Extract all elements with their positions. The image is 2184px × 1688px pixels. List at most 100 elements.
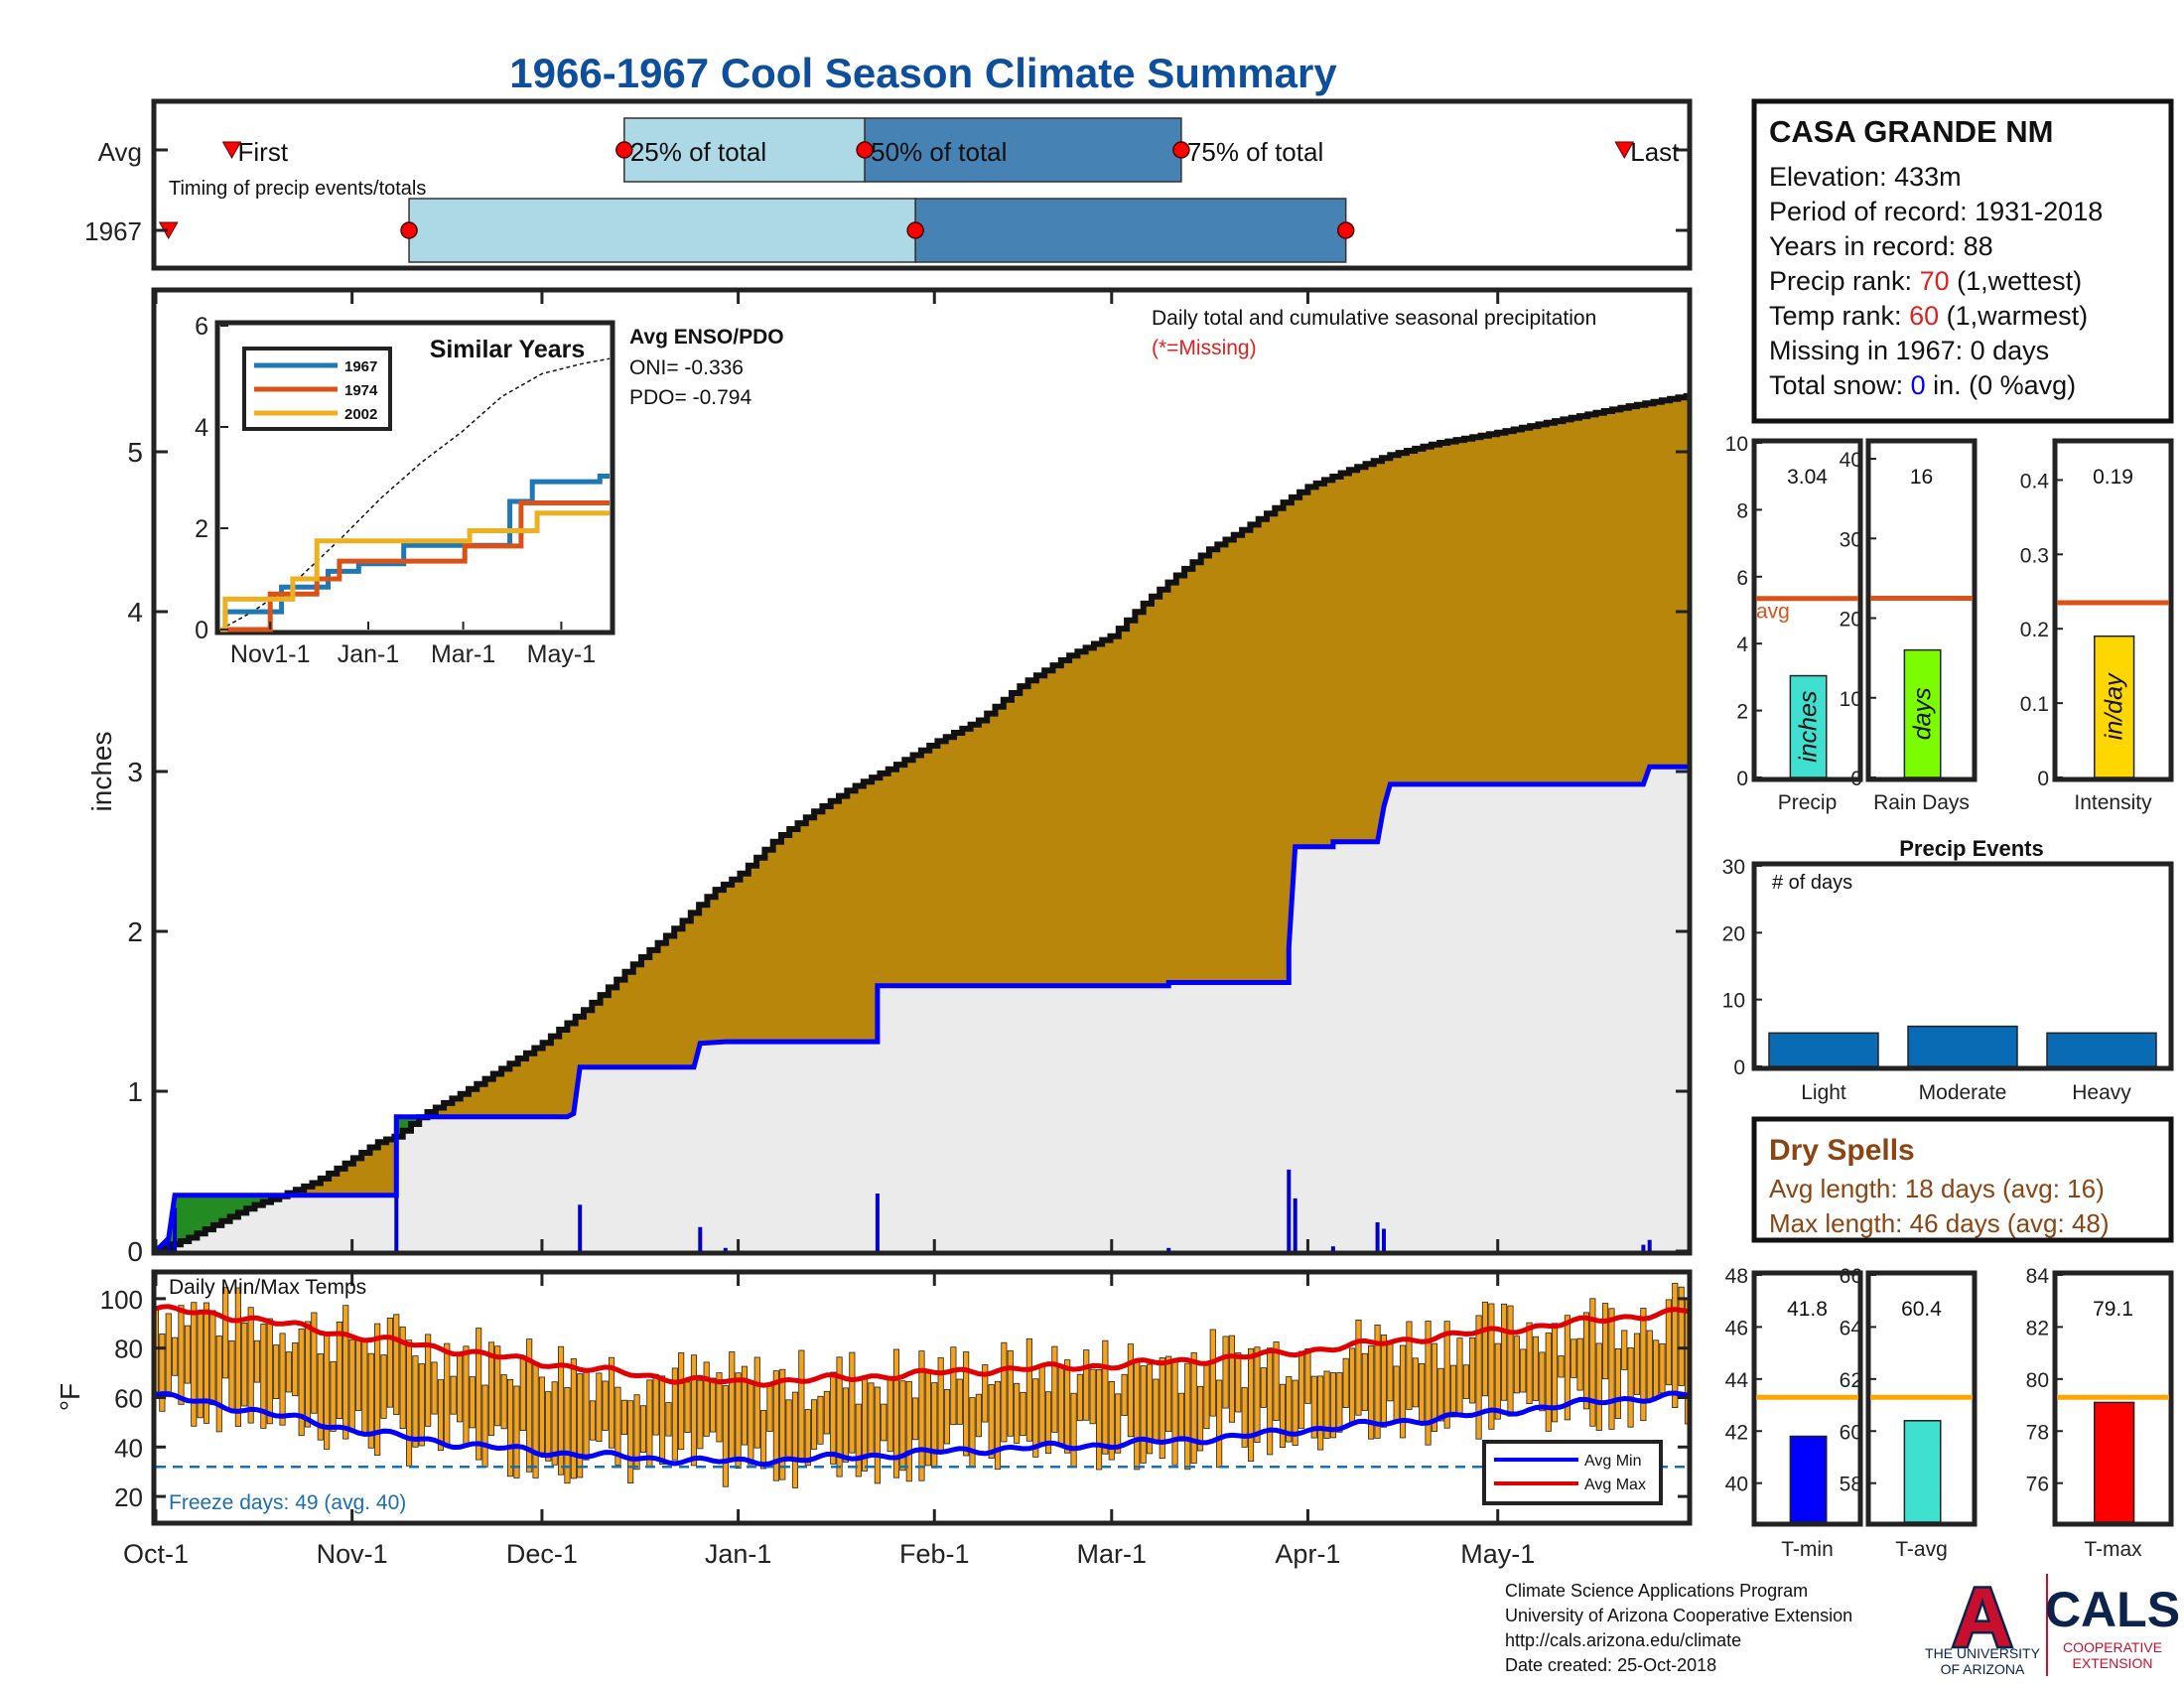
daily-temp-bar [868,1382,875,1456]
daily-temp-bar [639,1405,647,1453]
daily-temp-bar [1057,1364,1064,1446]
daily-temp-bar [418,1363,425,1447]
daily-precip-bar [1330,1246,1335,1251]
daily-temp-bar [956,1378,963,1425]
daily-temp-bar [1450,1364,1457,1418]
daily-temp-bar [817,1395,824,1445]
daily-temp-bar [1153,1378,1160,1442]
mini-value-bar [2094,634,2135,778]
daily-temp-bar [1507,1305,1514,1417]
mini-value-bar [1789,1435,1828,1523]
daily-temp-bar [241,1323,248,1407]
inset-legend-label-2002: 2002 [344,406,377,423]
daily-temp-bar [1001,1341,1008,1443]
daily-temp-bar [577,1373,584,1478]
station-name: CASA GRANDE NM [1769,114,2053,149]
daily-temp-bar [1310,1375,1317,1439]
year-p75-marker [1336,221,1355,239]
daily-temp-bar [570,1358,577,1479]
daily-temp-bar [710,1377,717,1433]
daily-temp-bar [469,1376,476,1429]
mini-value-label: 3.04 [1787,466,1828,489]
daily-temp-bar [969,1397,976,1469]
daily-temp-bar [627,1400,634,1483]
daily-temp-bar [1665,1299,1672,1386]
inset-xtick-label: Jan-1 [338,640,400,668]
inset-xtick-label: May-1 [527,640,596,668]
daily-temp-bar [1520,1348,1527,1393]
daily-temp-bar [697,1379,704,1450]
inset-ytick-label: 6 [195,313,208,341]
mini-ytick-label: 66 [1840,1265,1862,1288]
inset-title: Similar Years [430,336,586,363]
avg-min-line [155,1390,1689,1468]
daily-temp-bar [842,1387,850,1463]
footer-credits: Climate Science Applications Program Uni… [1505,1581,1852,1675]
ua-text-line-2: OF ARIZONA [1941,1661,2025,1677]
daily-temp-bar [652,1373,659,1436]
daily-temp-bar [1064,1359,1071,1454]
daily-temp-bar [1393,1365,1400,1423]
precip-ytick-label: 2 [127,916,143,947]
mini-avg-text: avg [1756,601,1790,624]
footer-line-2: University of Arizona Cooperative Extens… [1505,1606,1852,1625]
daily-temp-bar [1558,1355,1565,1378]
event-category-label: Heavy [2072,1081,2131,1104]
legend-avg-max-label: Avg Max [1584,1477,1646,1493]
daily-temp-bar [1228,1335,1236,1423]
daily-temp-bar [1147,1363,1154,1455]
mini-ytick-label: 64 [1840,1317,1863,1339]
daily-temp-bar [444,1342,451,1447]
enso-oni: ONI= -0.336 [629,356,744,379]
daily-temp-bar [1279,1383,1287,1448]
daily-temp-bar [703,1361,710,1437]
precip-title: Daily total and cumulative seasonal prec… [1152,307,1596,330]
daily-temp-bar [1582,1312,1590,1410]
mini-panel-precip: 3.04 0 2 4 6 8 10 Precip inches avg [1725,433,1863,814]
daily-temp-bar [1400,1344,1407,1439]
daily-temp-bar [1488,1303,1495,1430]
enso-title: Avg ENSO/PDO [629,326,784,349]
daily-temp-bar [1589,1298,1596,1427]
figure-title: 1966-1967 Cool Season Climate Summary [509,50,1337,96]
event-bar-light [1768,1032,1879,1067]
precip-ytick-label: 1 [127,1076,143,1107]
mini-ytick-label: 0 [1850,768,1862,790]
daily-temp-bar [260,1324,267,1429]
ua-text-line-1: THE UNIVERSITY [1925,1645,2041,1661]
daily-temp-bar [1304,1348,1311,1404]
dry-spells-avg: Avg length: 18 days (avg: 16) [1769,1174,2105,1203]
daily-precip-bar [1647,1239,1652,1251]
daily-temp-bar [538,1376,546,1454]
event-bar-heavy [2046,1032,2157,1067]
mini-panel-t-avg: 60.4 58 60 62 64 66 T-avg [1840,1265,1978,1561]
event-ytick-label: 10 [1722,990,1745,1013]
daily-temp-bar [1602,1303,1609,1380]
legend-avg-min-label: Avg Min [1584,1453,1642,1470]
footer-line-4: Date created: 25-Oct-2018 [1505,1655,1716,1675]
daily-temp-bar [963,1351,970,1457]
inset-ytick-label: 4 [195,414,208,442]
daily-temp-bar [304,1321,312,1428]
daily-temp-bar [1115,1393,1122,1454]
temp-ytick-label: 40 [114,1433,143,1463]
inset-legend-label-1967: 1967 [344,358,377,375]
inset-ytick-label: 2 [195,515,208,543]
month-xtick-label: May-1 [1460,1539,1535,1569]
daily-temp-bar [1020,1391,1026,1437]
daily-temp-bar [165,1313,172,1398]
daily-temp-bar [532,1361,539,1478]
inset-legend-label-1974: 1974 [344,382,378,399]
daily-temp-bar [336,1322,342,1420]
precip-ylabel: inches [86,732,117,812]
daily-temp-bar [943,1389,951,1445]
daily-temp-bar [1653,1339,1660,1398]
daily-precip-bar [394,1173,399,1251]
daily-temp-bar [330,1360,337,1432]
mini-bar-unit-label: days [1909,687,1937,740]
daily-temp-bar [690,1354,698,1467]
temp-legend-box [1482,1440,1663,1505]
daily-temp-bar [361,1339,368,1436]
daily-temp-bar [215,1336,222,1433]
daily-temp-bar [1014,1382,1021,1444]
